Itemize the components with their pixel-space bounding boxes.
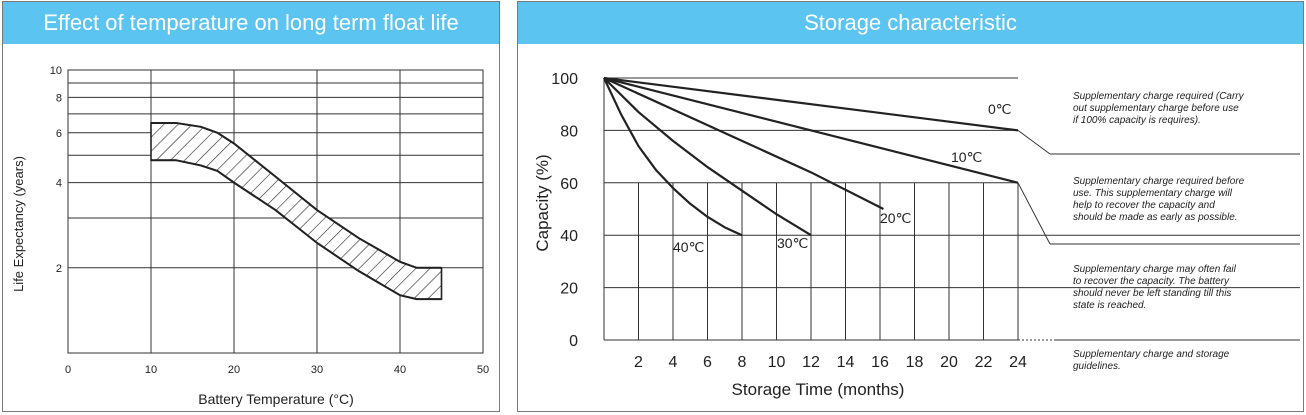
storage-note-text: Supplementary charge may often fail to re…: [1073, 264, 1237, 311]
storage-x-tick-label: 8: [738, 354, 747, 371]
storage-y-axis-label: Capacity (%): [533, 154, 552, 251]
storage-x-tick-label: 4: [669, 354, 678, 371]
storage-title: Storage characteristic: [518, 2, 1303, 44]
storage-note-connector: [1017, 182, 1051, 245]
storage-x-tick-label: 16: [871, 354, 889, 371]
storage-series-line: [603, 77, 743, 237]
float-life-y-tick-label: 6: [56, 128, 62, 140]
storage-x-tick-label: 20: [940, 354, 958, 371]
storage-x-tick-label: 6: [703, 354, 712, 371]
storage-series-label: 30℃: [777, 235, 808, 251]
storage-series-line: [603, 76, 1019, 132]
storage-x-axis-label: Storage Time (months): [732, 380, 905, 399]
storage-x-tick-label: 14: [837, 354, 855, 371]
float-life-plot-frame: [67, 69, 484, 354]
storage-y-tick-label: 40: [560, 228, 578, 245]
float-life-y-tick-label: 10: [50, 65, 62, 77]
storage-note-text: Supplementary charge required (Carry out …: [1073, 91, 1245, 126]
float-life-y-tick-label: 4: [56, 178, 62, 190]
storage-y-tick-label: 100: [551, 71, 578, 88]
storage-x-tick-label: 24: [1009, 354, 1027, 371]
storage-y-tick-label: 20: [560, 281, 578, 298]
float-life-x-tick-label: 10: [145, 364, 157, 376]
storage-x-tick-label: 12: [802, 354, 820, 371]
storage-y-tick-label: 0: [569, 333, 578, 350]
float-life-y-tick-label: 8: [56, 92, 62, 104]
storage-x-tick-label: 18: [906, 354, 924, 371]
storage-note-text: Supplementary charge required before use.…: [1073, 176, 1245, 223]
storage-series-line: [603, 77, 812, 237]
storage-x-tick-label: 2: [634, 354, 643, 371]
storage-note-connector: [1017, 129, 1051, 155]
float-life-x-axis-label: Battery Temperature (°C): [198, 391, 354, 407]
float-life-x-tick-label: 30: [311, 364, 323, 376]
float-life-title: Effect of temperature on long term float…: [3, 2, 499, 44]
float-life-x-tick-label: 40: [394, 364, 406, 376]
float-life-x-tick-label: 0: [65, 364, 71, 376]
storage-note-text: Supplementary charge and storage guidelin…: [1073, 349, 1230, 372]
storage-y-tick-label: 80: [560, 123, 578, 140]
storage-series-label: 0℃: [988, 101, 1012, 117]
float-life-panel: Effect of temperature on long term float…: [2, 1, 500, 412]
storage-x-tick-label: 22: [975, 354, 993, 371]
storage-series-label: 20℃: [880, 210, 911, 226]
float-life-x-tick-label: 50: [477, 364, 489, 376]
float-life-upper-line: [151, 121, 442, 269]
float-life-x-tick-label: 20: [228, 364, 240, 376]
storage-series-label: 10℃: [951, 149, 982, 165]
storage-series-line: [603, 76, 884, 210]
storage-series-line: [603, 76, 1019, 184]
storage-y-tick-label: 60: [560, 176, 578, 193]
float-life-band: [150, 122, 443, 300]
float-life-lower-line: [151, 159, 442, 301]
float-life-chart: 0 10 20 30 40 50 2 4 6 8 10 Life Expectancy (years…: [11, 65, 489, 407]
float-life-y-tick-label: 2: [56, 263, 62, 275]
storage-panel: Storage characteristic 0 20 40 60 80 100 2 4 6 8 1…: [517, 1, 1304, 412]
storage-x-tick-label: 10: [768, 354, 786, 371]
float-life-y-axis-label: Life Expectancy (years): [11, 156, 26, 292]
storage-series-label: 40℃: [673, 239, 704, 255]
